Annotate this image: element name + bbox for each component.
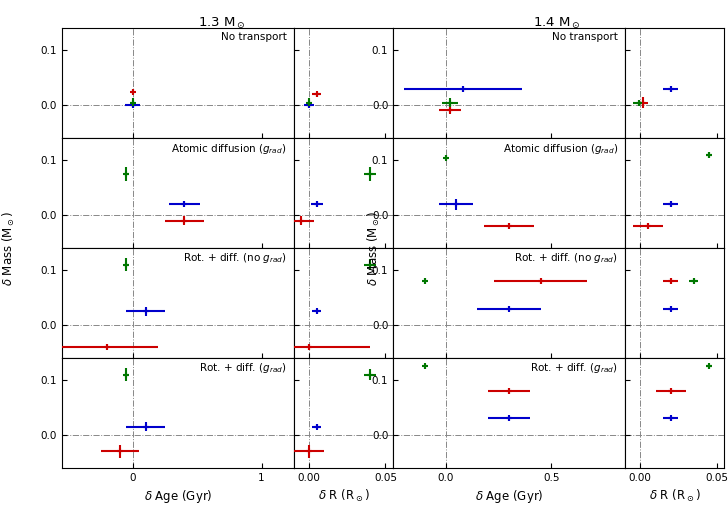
Text: Atomic diffusion ($g_{rad}$): Atomic diffusion ($g_{rad}$) [502, 142, 618, 156]
Text: Rot. + diff. (no $g_{rad}$): Rot. + diff. (no $g_{rad}$) [514, 251, 618, 265]
X-axis label: $\delta$ Age (Gyr): $\delta$ Age (Gyr) [475, 488, 543, 505]
Text: $\delta$ Mass (M$_\odot$): $\delta$ Mass (M$_\odot$) [365, 210, 381, 286]
Text: Atomic diffusion ($g_{rad}$): Atomic diffusion ($g_{rad}$) [171, 142, 287, 156]
Text: No transport: No transport [552, 32, 618, 42]
Text: Rot. + diff. ($g_{rad}$): Rot. + diff. ($g_{rad}$) [531, 361, 618, 375]
Text: No transport: No transport [221, 32, 287, 42]
X-axis label: $\delta$ R (R$_\odot$): $\delta$ R (R$_\odot$) [317, 488, 369, 505]
Text: 1.4 M$_\odot$: 1.4 M$_\odot$ [533, 16, 581, 31]
Text: Rot. + diff. ($g_{rad}$): Rot. + diff. ($g_{rad}$) [199, 361, 287, 375]
Text: 1.3 M$_\odot$: 1.3 M$_\odot$ [198, 16, 246, 31]
X-axis label: $\delta$ Age (Gyr): $\delta$ Age (Gyr) [143, 488, 212, 505]
X-axis label: $\delta$ R (R$_\odot$): $\delta$ R (R$_\odot$) [649, 488, 700, 505]
Text: Rot. + diff. (no $g_{rad}$): Rot. + diff. (no $g_{rad}$) [183, 251, 287, 265]
Text: $\delta$ Mass (M$_\odot$): $\delta$ Mass (M$_\odot$) [1, 210, 17, 286]
